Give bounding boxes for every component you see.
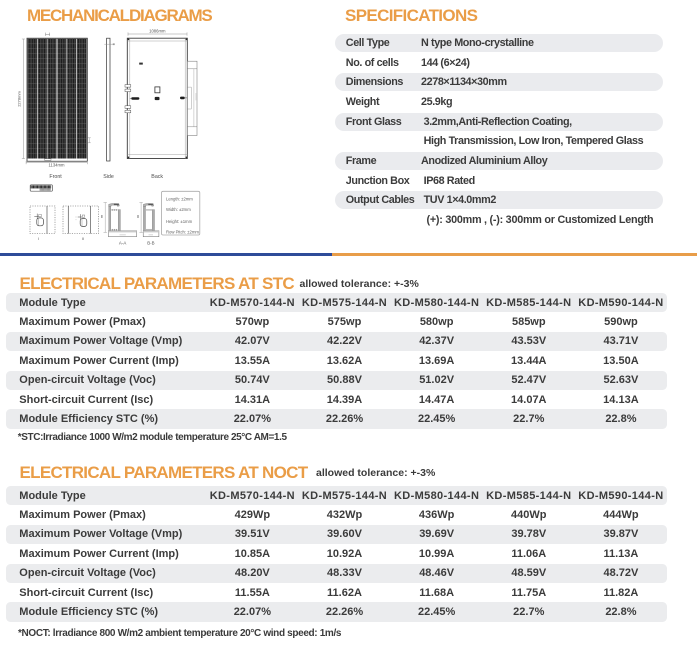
svg-text:Front: Front	[49, 174, 62, 180]
svg-text:2278mm: 2278mm	[17, 91, 22, 107]
svg-text:Length: ±2mm: Length: ±2mm	[166, 196, 193, 201]
svg-text:B-B: B-B	[147, 241, 154, 246]
svg-text:A-A: A-A	[119, 241, 126, 246]
svg-text:1086mm: 1086mm	[149, 29, 166, 34]
svg-text:II: II	[82, 236, 84, 241]
svg-text:Height: ±1mm: Height: ±1mm	[166, 219, 193, 224]
svg-text:1134mm: 1134mm	[49, 163, 65, 168]
svg-text:Row Pitch: ±2mm: Row Pitch: ±2mm	[166, 229, 199, 234]
svg-text:Side: Side	[103, 174, 114, 180]
svg-text:Back: Back	[151, 174, 163, 180]
svg-text:Width: ±2mm: Width: ±2mm	[166, 207, 191, 212]
svg-text:I: I	[38, 236, 39, 241]
